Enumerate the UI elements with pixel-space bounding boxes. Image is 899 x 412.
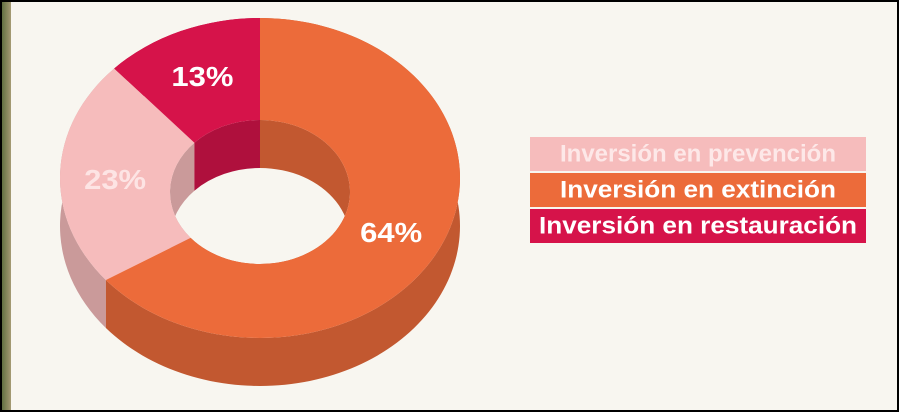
legend-label: Inversión en extinción xyxy=(560,176,836,203)
slice xyxy=(105,18,461,338)
legend-label: Inversión en prevención xyxy=(560,140,836,167)
slice xyxy=(114,18,261,143)
legend-label: Inversión en restauración xyxy=(539,212,857,239)
data-label: 13% xyxy=(171,61,233,92)
data-label: 64% xyxy=(360,217,422,248)
slice xyxy=(60,68,195,280)
slice-side xyxy=(105,18,461,386)
slice-inner-side xyxy=(194,120,260,191)
legend-swatch xyxy=(530,173,866,207)
photo-edge xyxy=(1,1,11,411)
legend-swatch xyxy=(530,137,866,171)
legend-swatch xyxy=(530,209,866,243)
data-label: 23% xyxy=(84,164,146,195)
